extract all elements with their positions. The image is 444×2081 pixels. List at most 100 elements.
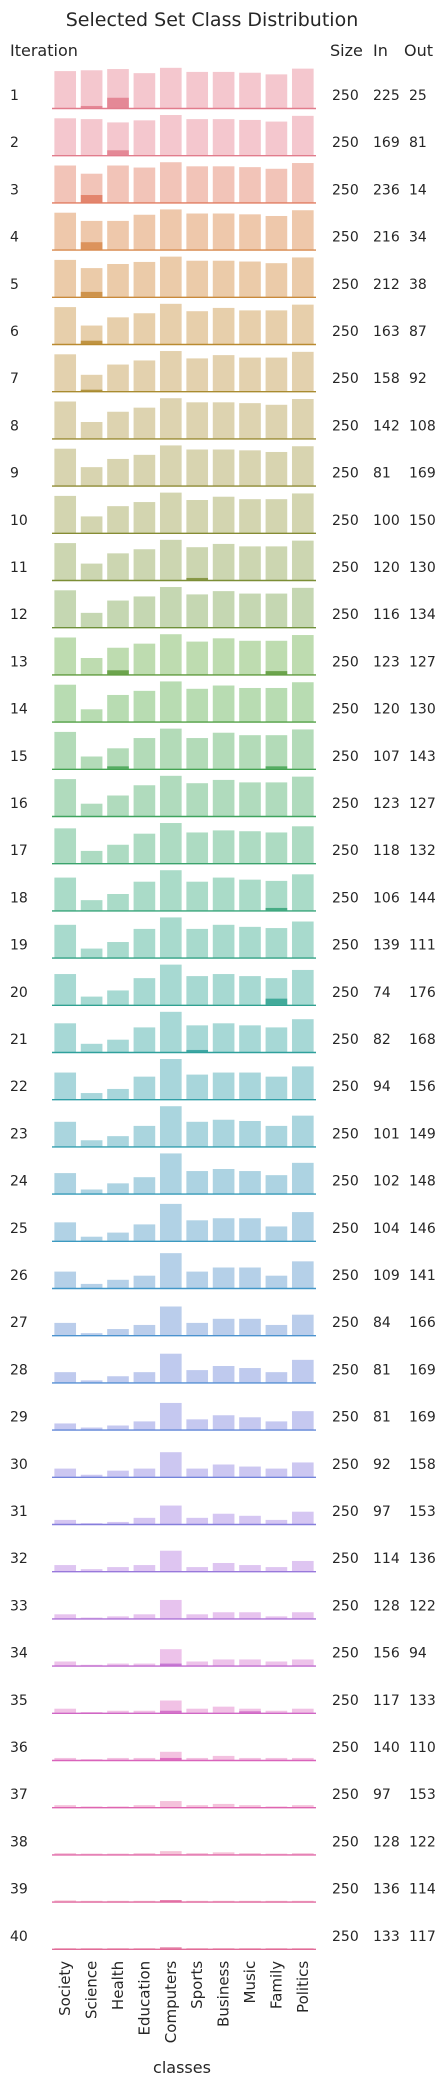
out-value: 130 <box>409 702 436 718</box>
bar-29-sports <box>186 1419 209 1430</box>
bar-24-business <box>212 1169 235 1194</box>
bar-24-health <box>107 1183 129 1194</box>
bar-37-sports <box>186 1805 209 1808</box>
bar-29-society <box>54 1423 77 1430</box>
size-value: 250 <box>332 1315 359 1331</box>
bar-20-business <box>212 974 235 1005</box>
bar-37-business <box>212 1803 235 1808</box>
bar-26-politics <box>291 1261 314 1288</box>
bar-19-family <box>265 928 288 958</box>
size-value: 250 <box>332 1504 359 1520</box>
iteration-label: 5 <box>10 277 19 293</box>
x-tick-education: Education <box>135 1961 153 2036</box>
bar-13-education <box>133 643 156 675</box>
bar-40-family <box>265 1948 288 1949</box>
bar-39-society <box>54 1900 77 1902</box>
bar-32-computers <box>159 1550 182 1572</box>
bar-7-sports <box>186 358 209 392</box>
bar-13-music <box>239 640 261 675</box>
out-value: 38 <box>409 277 427 293</box>
in-value: 117 <box>373 1693 400 1709</box>
bar-1-science <box>80 70 103 108</box>
bar-5-business <box>212 260 235 297</box>
iteration-label: 1 <box>10 88 19 104</box>
size-value: 250 <box>332 1646 359 1662</box>
bar-16-computers <box>159 775 182 816</box>
bar-16-health <box>107 795 129 816</box>
bar-27-science <box>80 1333 103 1336</box>
bar-32-family <box>265 1567 288 1572</box>
bar-13-family <box>265 640 288 675</box>
bar-16-politics <box>291 776 314 816</box>
bar-17-politics <box>291 826 314 864</box>
bar-33-music <box>239 1612 261 1619</box>
bar-14-health <box>107 694 129 722</box>
bar-4-business <box>212 213 235 250</box>
out-value: 156 <box>409 1079 436 1095</box>
bar-9-politics <box>291 446 314 486</box>
bar-28-health <box>107 1376 129 1383</box>
out-value: 127 <box>409 796 436 812</box>
size-value: 250 <box>332 702 359 718</box>
iteration-label: 21 <box>10 1032 28 1048</box>
out-value: 94 <box>409 1646 427 1662</box>
bar-20-society <box>54 974 77 1005</box>
bar-7-music <box>239 357 261 392</box>
bar-8-business <box>212 402 235 439</box>
out-value: 144 <box>409 890 436 906</box>
bar-3-family <box>265 168 288 203</box>
bar-36-health <box>107 1757 129 1760</box>
bar-18-music <box>239 879 261 911</box>
in-value: 81 <box>373 1410 391 1426</box>
bar-27-education <box>133 1324 156 1336</box>
iteration-label: 34 <box>10 1646 28 1662</box>
iteration-row-31: 31 250 97 153 <box>10 1504 436 1526</box>
bar-40-education <box>133 1948 156 1949</box>
iteration-label: 23 <box>10 1126 28 1142</box>
in-value: 169 <box>373 135 400 151</box>
bar-3-sports <box>186 166 209 203</box>
bar-25-science <box>80 1236 103 1241</box>
iteration-row-39: 39 250 136 114 <box>10 1882 436 1903</box>
in-value: 128 <box>373 1598 400 1614</box>
bar-24-politics <box>291 1162 314 1194</box>
iteration-label: 29 <box>10 1410 28 1426</box>
bar-25-music <box>239 1218 261 1241</box>
out-value: 87 <box>409 324 427 340</box>
bar-29-computers <box>159 1402 182 1430</box>
bar-11-politics <box>291 540 314 580</box>
selected-bar-6-science <box>80 340 103 344</box>
bar-2-education <box>133 120 156 156</box>
selected-bar-7-science <box>80 389 103 392</box>
size-value: 250 <box>332 135 359 151</box>
iteration-row-15: 15 250 107 143 <box>10 728 436 770</box>
bar-27-society <box>54 1322 77 1336</box>
bar-24-music <box>239 1171 261 1194</box>
bar-4-society <box>54 212 77 250</box>
iteration-row-4: 4 250 216 34 <box>10 209 427 251</box>
bar-37-computers <box>159 1801 182 1808</box>
bar-40-society <box>54 1948 77 1949</box>
bar-16-science <box>80 803 103 816</box>
bar-30-society <box>54 1468 77 1477</box>
iteration-row-23: 23 250 101 149 <box>10 1106 436 1148</box>
bar-2-society <box>54 118 77 156</box>
bar-32-politics <box>291 1560 314 1572</box>
bar-15-sports <box>186 738 209 769</box>
bar-17-computers <box>159 823 182 864</box>
bar-3-music <box>239 167 261 203</box>
out-value: 34 <box>409 230 427 246</box>
bar-21-education <box>133 1027 156 1052</box>
bar-27-music <box>239 1318 261 1336</box>
bar-30-family <box>265 1468 288 1477</box>
bar-17-health <box>107 844 129 864</box>
bar-23-computers <box>159 1106 182 1147</box>
iteration-row-2: 2 250 169 81 <box>10 115 427 157</box>
bar-32-health <box>107 1567 129 1572</box>
bar-10-education <box>133 502 156 533</box>
bar-21-politics <box>291 1019 314 1052</box>
bar-34-health <box>107 1663 129 1666</box>
bar-13-computers <box>159 634 182 675</box>
in-value: 114 <box>373 1551 400 1567</box>
iteration-label: 31 <box>10 1504 28 1520</box>
